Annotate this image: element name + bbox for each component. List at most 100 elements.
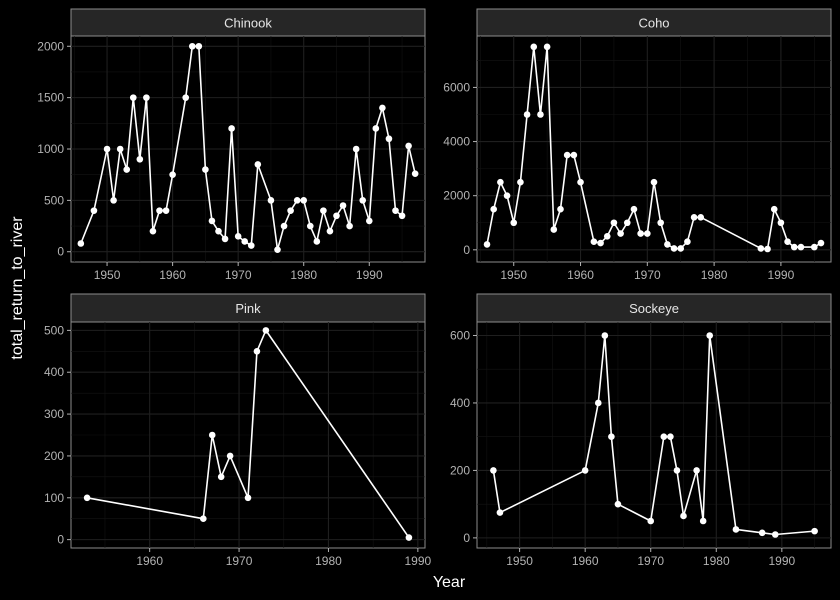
panel-sockeye: Sockeye 1950 1960 1970 1980 1990 0 200 400 600 bbox=[450, 293, 832, 568]
y-tick-label-pink: 500 bbox=[44, 323, 64, 337]
data-point-chinook bbox=[156, 207, 163, 214]
y-tick-label-pink: 300 bbox=[44, 407, 64, 421]
data-point-chinook bbox=[365, 217, 373, 225]
gridlines-pink bbox=[71, 322, 425, 548]
y-tick-label-pink: 100 bbox=[44, 491, 64, 505]
data-point-pink bbox=[405, 534, 413, 541]
data-point-chinook bbox=[293, 197, 301, 204]
x-tick-label-coho: 1990 bbox=[768, 268, 795, 282]
data-point-chinook bbox=[405, 142, 412, 150]
data-point-coho bbox=[664, 241, 671, 248]
x-tick-label-pink: 1980 bbox=[315, 554, 342, 568]
x-tick-label-sockeye: 1980 bbox=[703, 554, 730, 568]
x-tick-label-chinook: 1980 bbox=[290, 268, 317, 282]
y-axis-title: total_return_to_river bbox=[9, 216, 26, 360]
x-tick-label-sockeye: 1990 bbox=[768, 554, 795, 568]
x-tick-label-coho: 1950 bbox=[500, 268, 527, 282]
data-point-sockeye bbox=[680, 512, 687, 520]
x-tick-label-coho: 1960 bbox=[567, 268, 594, 282]
data-point-coho bbox=[770, 205, 778, 213]
data-point-coho bbox=[570, 151, 578, 159]
panel-title-chinook: Chinook bbox=[224, 16, 272, 31]
series-line-chinook bbox=[80, 45, 416, 251]
x-tick-label-chinook: 1970 bbox=[225, 268, 252, 282]
data-point-chinook bbox=[221, 235, 229, 243]
data-point-coho bbox=[523, 111, 531, 118]
data-point-sockeye bbox=[667, 433, 674, 440]
data-point-coho bbox=[537, 111, 544, 118]
x-tick-label-pink: 1960 bbox=[136, 554, 163, 568]
data-point-coho bbox=[497, 178, 504, 186]
data-point-coho bbox=[644, 230, 651, 237]
data-point-chinook bbox=[326, 227, 334, 235]
data-point-chinook bbox=[372, 125, 380, 132]
data-point-chinook bbox=[320, 207, 327, 214]
data-point-pink bbox=[226, 452, 234, 460]
data-point-sockeye bbox=[771, 531, 779, 538]
y-tick-label-chinook: 500 bbox=[44, 193, 64, 207]
data-point-chinook bbox=[287, 207, 294, 214]
data-point-coho bbox=[650, 178, 658, 186]
data-point-sockeye bbox=[490, 467, 497, 474]
data-point-coho bbox=[784, 238, 791, 245]
data-point-chinook bbox=[90, 207, 98, 214]
data-point-coho bbox=[630, 205, 638, 213]
data-point-sockeye bbox=[496, 509, 504, 516]
data-point-coho bbox=[690, 214, 698, 221]
data-point-chinook bbox=[103, 145, 111, 153]
x-tick-label-pink: 1990 bbox=[404, 554, 431, 568]
data-point-coho bbox=[590, 238, 598, 245]
y-tick-label-chinook: 2000 bbox=[37, 39, 64, 53]
data-point-coho bbox=[697, 214, 705, 221]
data-point-coho bbox=[757, 245, 765, 252]
data-point-coho bbox=[684, 238, 691, 245]
strip-sockeye bbox=[476, 293, 832, 323]
y-tick-label-coho: 2000 bbox=[443, 189, 470, 203]
data-point-chinook bbox=[300, 197, 308, 204]
data-point-chinook bbox=[247, 242, 255, 249]
data-point-chinook bbox=[254, 161, 262, 168]
data-point-coho bbox=[790, 243, 798, 251]
data-point-coho bbox=[563, 151, 571, 159]
data-point-chinook bbox=[313, 238, 321, 245]
x-tick-label-sockeye: 1970 bbox=[637, 554, 664, 568]
data-point-coho bbox=[603, 232, 611, 240]
data-point-chinook bbox=[411, 170, 419, 177]
data-point-pink bbox=[253, 348, 261, 355]
panel-coho: Coho 1950 1960 1970 1980 1990 0 2000 4000 6000 bbox=[443, 8, 832, 282]
data-point-coho bbox=[764, 245, 771, 253]
y-tick-label-coho: 0 bbox=[463, 243, 470, 257]
data-point-sockeye bbox=[732, 526, 740, 533]
data-point-coho bbox=[677, 245, 685, 252]
data-point-chinook bbox=[267, 197, 275, 204]
data-point-coho bbox=[557, 205, 564, 213]
data-point-sockeye bbox=[758, 529, 766, 537]
data-point-sockeye bbox=[673, 467, 681, 474]
data-point-pink bbox=[83, 494, 91, 502]
data-point-chinook bbox=[123, 166, 131, 173]
y-tick-label-sockeye: 0 bbox=[463, 531, 470, 545]
data-point-coho bbox=[610, 219, 618, 227]
data-point-sockeye bbox=[647, 517, 655, 525]
data-point-chinook bbox=[136, 155, 144, 163]
data-point-chinook bbox=[241, 238, 249, 245]
data-point-chinook bbox=[306, 222, 314, 230]
y-tick-label-pink: 0 bbox=[57, 533, 64, 547]
data-point-sockeye bbox=[601, 332, 609, 339]
data-point-sockeye bbox=[811, 527, 818, 535]
x-axis-title: Year bbox=[433, 574, 466, 591]
y-tick-label-pink: 200 bbox=[44, 449, 64, 463]
data-point-chinook bbox=[143, 94, 150, 101]
data-point-chinook bbox=[359, 197, 367, 204]
data-point-chinook bbox=[333, 212, 340, 220]
data-point-chinook bbox=[280, 222, 288, 230]
data-point-coho bbox=[777, 219, 785, 227]
data-point-pink bbox=[208, 431, 216, 439]
y-tick-label-sockeye: 400 bbox=[450, 396, 470, 410]
panel-title-coho: Coho bbox=[638, 16, 669, 31]
x-tick-label-sockeye: 1950 bbox=[506, 554, 533, 568]
y-tick-label-chinook: 0 bbox=[57, 245, 64, 259]
strip-pink bbox=[70, 293, 426, 323]
data-point-chinook bbox=[77, 240, 85, 247]
